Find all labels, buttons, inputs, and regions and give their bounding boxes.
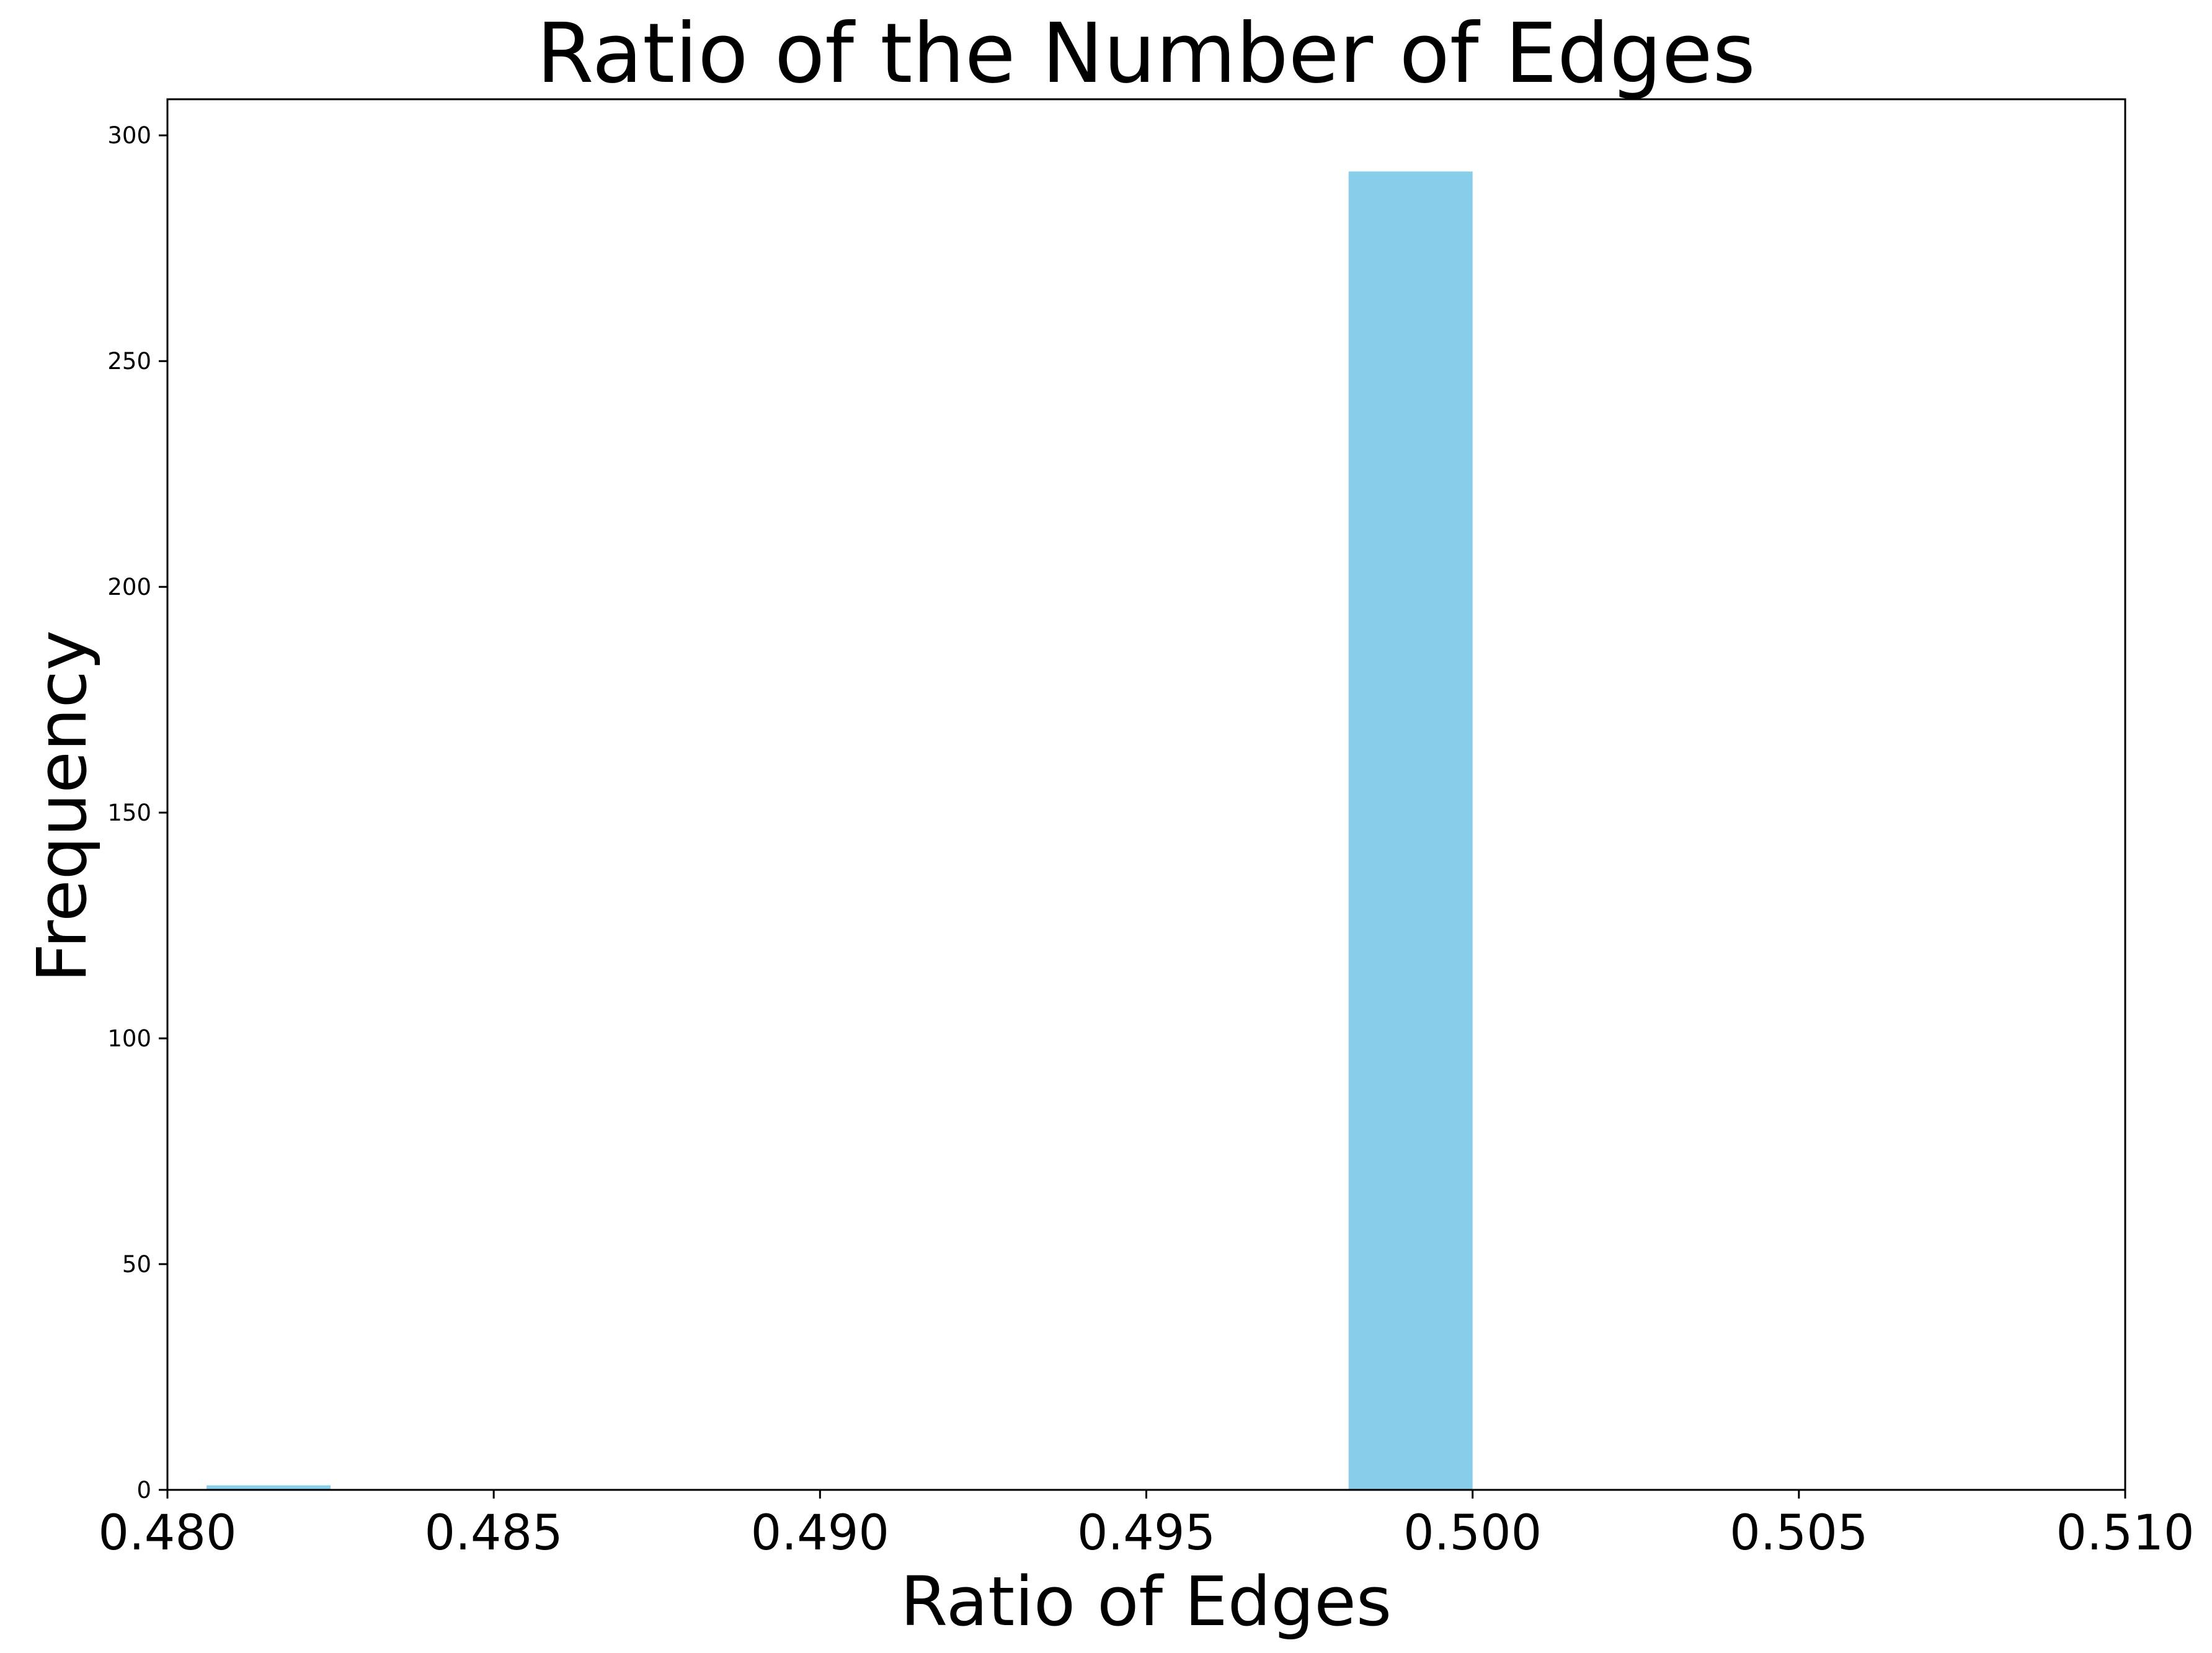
histogram-bar-0 <box>207 1485 331 1490</box>
y-tick-label-3: 150 <box>107 800 151 826</box>
y-axis-label: Frequency <box>22 630 102 982</box>
y-tick-label-1: 50 <box>122 1251 151 1278</box>
x-axis-label: Ratio of Edges <box>900 1562 1392 1641</box>
y-axis-ticks: 0 50 100 150 200 250 300 <box>107 122 167 1504</box>
plot-frame <box>166 98 2126 1491</box>
x-tick-label-4: 0.500 <box>1403 1505 1542 1561</box>
y-tick-label-0: 0 <box>136 1477 151 1504</box>
x-tick-label-0: 0.480 <box>98 1505 236 1561</box>
histogram-bar-1 <box>1348 171 1473 1490</box>
x-tick-label-1: 0.485 <box>425 1505 563 1561</box>
bars-group <box>207 171 1473 1490</box>
y-tick-label-2: 100 <box>107 1025 151 1052</box>
y-tick-label-4: 200 <box>107 574 151 600</box>
x-axis-ticks: 0.480 0.485 0.490 0.495 0.500 0.505 0.510 <box>98 1490 2195 1561</box>
x-tick-label-2: 0.490 <box>751 1505 889 1561</box>
x-tick-label-5: 0.505 <box>1730 1505 1868 1561</box>
x-tick-label-6: 0.510 <box>2056 1505 2194 1561</box>
x-tick-label-3: 0.495 <box>1077 1505 1215 1561</box>
chart-title: Ratio of the Number of Edges <box>536 6 1756 102</box>
y-tick-label-6: 300 <box>107 122 151 149</box>
y-tick-label-5: 250 <box>107 348 151 375</box>
